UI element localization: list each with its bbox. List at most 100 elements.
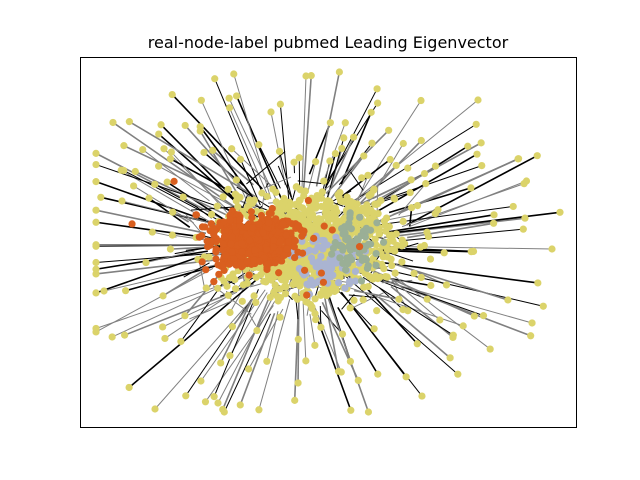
edge xyxy=(363,274,533,324)
graph-node xyxy=(282,283,290,291)
graph-node xyxy=(168,90,176,99)
graph-node xyxy=(311,341,319,349)
graph-node xyxy=(522,177,531,185)
graph-node xyxy=(416,243,425,251)
graph-node xyxy=(388,261,396,270)
graph-node xyxy=(97,193,105,201)
graph-node xyxy=(296,211,304,219)
edge xyxy=(223,313,271,413)
graph-node xyxy=(207,210,216,219)
graph-node xyxy=(166,245,175,253)
graph-node xyxy=(426,255,435,263)
graph-node xyxy=(216,222,224,230)
graph-node xyxy=(214,399,222,407)
graph-node xyxy=(372,241,380,249)
graph-node xyxy=(276,285,284,293)
graph-node xyxy=(318,188,326,196)
graph-node xyxy=(271,281,279,289)
graph-node xyxy=(151,405,159,413)
edge xyxy=(246,151,286,185)
graph-node xyxy=(264,260,273,268)
edge xyxy=(125,261,231,292)
graph-node xyxy=(364,282,372,291)
graph-node xyxy=(215,270,223,278)
graph-node xyxy=(514,155,523,163)
graph-node xyxy=(381,221,389,229)
graph-node xyxy=(303,280,311,288)
edge xyxy=(229,292,268,356)
graph-node xyxy=(163,178,171,186)
edge xyxy=(231,148,275,189)
graph-node xyxy=(279,220,287,228)
graph-node xyxy=(121,331,129,339)
graph-node xyxy=(236,221,244,230)
edge xyxy=(378,287,404,311)
edge xyxy=(353,289,400,301)
graph-node xyxy=(317,269,325,277)
graph-node xyxy=(252,298,260,307)
graph-node xyxy=(372,272,380,280)
graph-node xyxy=(388,234,396,242)
edge xyxy=(381,279,413,284)
edge xyxy=(212,149,254,186)
graph-node xyxy=(224,291,232,299)
graph-node xyxy=(359,296,367,304)
graph-node xyxy=(233,192,242,201)
graph-node xyxy=(196,123,204,131)
graph-node xyxy=(160,145,168,153)
graph-node xyxy=(167,148,175,156)
edge xyxy=(95,250,208,271)
graph-node xyxy=(159,323,167,331)
graph-node xyxy=(257,211,266,220)
edge xyxy=(231,302,252,328)
graph-node xyxy=(120,142,128,150)
graph-node xyxy=(244,202,252,211)
graph-node xyxy=(295,154,303,162)
graph-node xyxy=(474,96,482,104)
graph-node xyxy=(301,266,309,274)
graph-node xyxy=(157,121,165,129)
graph-node xyxy=(413,340,421,348)
graph-node xyxy=(308,227,316,235)
edge xyxy=(334,286,375,330)
graph-node xyxy=(250,196,258,204)
graph-node xyxy=(263,357,271,365)
graph-node xyxy=(357,232,365,240)
graph-node xyxy=(118,197,126,205)
graph-node xyxy=(230,70,238,78)
edge xyxy=(189,299,234,320)
edge xyxy=(402,228,524,242)
graph-node xyxy=(303,298,311,306)
edge xyxy=(240,159,261,206)
graph-node xyxy=(92,270,100,278)
graph-node xyxy=(295,278,304,286)
edge xyxy=(391,279,441,321)
edge xyxy=(166,181,230,224)
graph-node xyxy=(470,312,478,320)
graph-node xyxy=(251,246,259,255)
graph-node xyxy=(338,330,347,338)
graph-node xyxy=(309,281,317,289)
edge xyxy=(170,246,206,250)
graph-node xyxy=(417,136,425,145)
graph-node xyxy=(390,194,398,202)
graph-node xyxy=(236,401,244,409)
edge xyxy=(183,262,210,278)
graph-node xyxy=(404,164,412,172)
edge xyxy=(302,75,313,192)
graph-node xyxy=(329,210,338,218)
graph-node xyxy=(281,290,290,298)
graph-node xyxy=(312,158,320,166)
edge xyxy=(128,120,256,198)
graph-node xyxy=(269,185,277,193)
edge xyxy=(341,294,355,310)
graph-node xyxy=(509,202,517,211)
graph-node xyxy=(227,240,235,248)
graph-node xyxy=(245,365,253,373)
graph-node xyxy=(392,161,400,170)
graph-node xyxy=(407,176,415,184)
graph-node xyxy=(222,251,230,259)
graph-node xyxy=(539,302,547,310)
graph-node xyxy=(148,228,156,236)
graph-node xyxy=(311,295,319,303)
